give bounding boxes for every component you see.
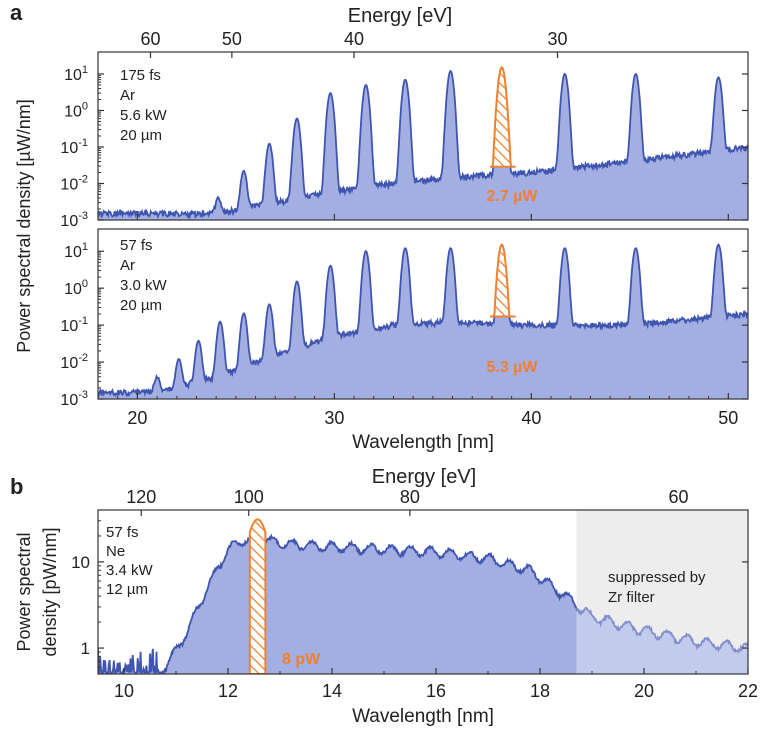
panel-a-top-ticks: 60 50 40 30 — [140, 29, 568, 58]
subplot-2-highlight-label: 5.3 µW — [486, 359, 538, 376]
y-tick-label: 10-1 — [60, 137, 88, 157]
y-tick-label: 1 — [81, 639, 90, 658]
panel-b-x-axis-label: Wavelength [nm] — [352, 706, 494, 727]
subplot-2-annotation: 57 fs Ar 3.0 kW 20 µm — [120, 237, 168, 314]
energy-tick-label: 40 — [344, 29, 364, 49]
subplot-1-highlight-label: 2.7 µW — [486, 188, 538, 205]
subplot-2-highlight-peak — [490, 243, 516, 318]
panel-b-annotation: 57 fs Ne 3.4 kW 12 µm — [106, 524, 154, 598]
suppressed-region-label: Zr filter — [608, 589, 655, 606]
subplot-1-highlight-peak — [490, 66, 516, 168]
energy-tick-label: 60 — [140, 29, 160, 49]
energy-tick-label: 100 — [234, 487, 264, 507]
subplot-2-annotation-line: 3.0 kW — [120, 277, 168, 294]
y-tick-label: 101 — [64, 64, 88, 84]
panel-b-highlight-label: 8 pW — [282, 651, 321, 668]
subplot-2-y-ticks: 101 100 10-1 10-2 10-3 — [60, 241, 748, 409]
panel-b-y-ticks: 10 1 — [71, 520, 748, 668]
x-tick-label: 14 — [322, 681, 342, 701]
x-tick-label: 30 — [324, 408, 344, 428]
panel-a: a Energy [eV] 60 50 40 30 101 100 10-1 10-2 10-… — [10, 0, 749, 453]
subplot-2-annotation-line: Ar — [120, 257, 135, 274]
y-tick-label: 10-3 — [60, 210, 88, 230]
energy-tick-label: 30 — [547, 29, 567, 49]
subplot-2-annotation-line: 57 fs — [120, 237, 153, 254]
y-tick-label: 100 — [64, 100, 88, 120]
x-tick-label: 40 — [521, 408, 541, 428]
panel-a-label: a — [10, 0, 23, 25]
suppressed-region-label: suppressed by — [608, 569, 706, 586]
energy-tick-label: 50 — [222, 29, 242, 49]
energy-tick-label: 120 — [126, 487, 156, 507]
subplot-1-annotation-line: 5.6 kW — [120, 107, 168, 124]
subplot-1-annotation-line: 20 µm — [120, 127, 162, 144]
y-tick-label: 10 — [71, 553, 90, 572]
panel-a-x-axis-label: Wavelength [nm] — [352, 432, 494, 453]
panel-a-x-ticks: 20 30 40 50 — [97, 214, 749, 428]
x-tick-label: 10 — [114, 681, 134, 701]
x-tick-label: 50 — [718, 408, 738, 428]
energy-tick-label: 80 — [400, 487, 420, 507]
panel-b-annotation-line: 3.4 kW — [106, 562, 154, 579]
panel-b-frame — [97, 509, 749, 675]
panel-a-subplot-1: 101 100 10-1 10-2 10-3 175 fs Ar 5.6 kW 20 µ… — [60, 51, 749, 230]
panel-b-label: b — [10, 474, 23, 499]
subplot-1-y-ticks: 101 100 10-1 10-2 10-3 — [60, 64, 748, 230]
y-tick-label: 100 — [64, 278, 88, 298]
x-tick-label: 22 — [738, 681, 758, 701]
energy-tick-label: 60 — [669, 487, 689, 507]
x-tick-label: 20 — [127, 408, 147, 428]
subplot-1-spectrum-fill — [98, 67, 748, 220]
panel-b-top-axis-label: Energy [eV] — [372, 466, 477, 488]
y-tick-label: 10-2 — [60, 352, 88, 372]
panel-b-y-axis-label-line-2: density [pW/nm] — [40, 527, 60, 656]
subplot-2-spectrum-fill — [98, 244, 748, 399]
suppressed-region-overlay — [576, 510, 748, 674]
x-tick-label: 18 — [530, 681, 550, 701]
panel-b-highlight-peak — [248, 518, 267, 674]
subplot-1-annotation-line: 175 fs — [120, 67, 161, 84]
panel-b-y-axis-label-line-1: Power spectral — [14, 532, 34, 651]
subplot-1-spectrum-line — [98, 66, 748, 220]
y-tick-label: 10-1 — [60, 315, 88, 335]
panel-a-subplot-2: 101 100 10-1 10-2 10-3 57 fs Ar 3.0 kW 20 µm… — [60, 228, 749, 409]
panel-a-y-axis-label: Power spectral density [µW/nm] — [14, 99, 34, 352]
panel-b-top-ticks: 120 100 80 60 — [126, 487, 689, 516]
panel-b-annotation-line: Ne — [106, 543, 125, 560]
panel-b: b Energy [eV] 120 100 80 60 10 1 10 12 14 16 18 2… — [10, 466, 758, 727]
panel-b-spectrum-line — [98, 533, 748, 674]
subplot-2-annotation-line: 20 µm — [120, 297, 162, 314]
y-tick-label: 10-2 — [60, 173, 88, 193]
x-tick-label: 20 — [634, 681, 654, 701]
x-tick-label: 16 — [426, 681, 446, 701]
panel-b-x-ticks: 10 12 14 16 18 20 22 — [114, 668, 758, 701]
x-tick-label: 12 — [218, 681, 238, 701]
y-tick-label: 101 — [64, 241, 88, 261]
y-tick-label: 10-3 — [60, 389, 88, 409]
subplot-1-annotation: 175 fs Ar 5.6 kW 20 µm — [120, 67, 168, 144]
subplot-1-annotation-line: Ar — [120, 87, 135, 104]
panel-b-annotation-line: 12 µm — [106, 581, 148, 598]
panel-b-annotation-line: 57 fs — [106, 524, 139, 541]
subplot-2-spectrum-line — [98, 243, 748, 398]
panel-a-top-axis-label: Energy [eV] — [348, 5, 453, 27]
